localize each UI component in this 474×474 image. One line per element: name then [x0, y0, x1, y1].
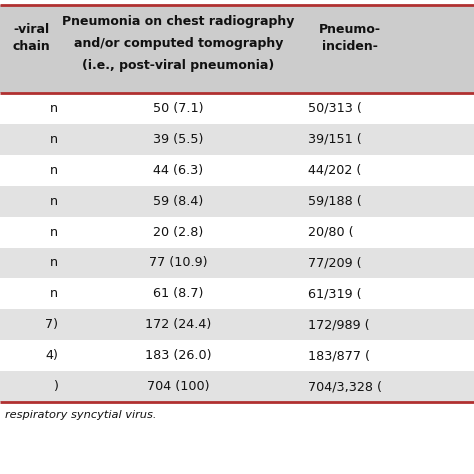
Text: -viral: -viral [13, 23, 49, 36]
Bar [0, 93, 474, 124]
Text: 77 (10.9): 77 (10.9) [149, 256, 208, 269]
Text: 50 (7.1): 50 (7.1) [153, 102, 204, 115]
Bar [0, 217, 474, 247]
Text: n: n [50, 102, 58, 115]
Text: 50/313 (: 50/313 ( [308, 102, 362, 115]
Text: inciden-: inciden- [322, 40, 378, 53]
Text: 172 (24.4): 172 (24.4) [146, 318, 211, 331]
Text: ): ) [53, 380, 58, 393]
Bar [0, 155, 474, 186]
Bar [0, 124, 474, 155]
Text: 44 (6.3): 44 (6.3) [154, 164, 203, 177]
Bar [0, 340, 474, 371]
Text: 44/202 (: 44/202 ( [308, 164, 361, 177]
Text: respiratory syncytial virus.: respiratory syncytial virus. [5, 410, 156, 420]
Text: 4): 4) [45, 349, 58, 362]
Text: 59 (8.4): 59 (8.4) [154, 195, 204, 208]
Text: 704/3,328 (: 704/3,328 ( [308, 380, 382, 393]
Text: 172/989 (: 172/989 ( [308, 318, 370, 331]
Bar [0, 278, 474, 310]
Text: 39/151 (: 39/151 ( [308, 133, 362, 146]
Text: 39 (5.5): 39 (5.5) [153, 133, 204, 146]
Text: (i.e., post-viral pneumonia): (i.e., post-viral pneumonia) [82, 59, 274, 72]
Text: 183/877 (: 183/877 ( [308, 349, 370, 362]
Text: Pneumo-: Pneumo- [319, 23, 381, 36]
Text: 20 (2.8): 20 (2.8) [154, 226, 204, 238]
Text: n: n [50, 195, 58, 208]
Text: 59/188 (: 59/188 ( [308, 195, 362, 208]
Bar [0, 247, 474, 278]
Text: n: n [50, 256, 58, 269]
Bar [0, 310, 474, 340]
Bar [0, 186, 474, 217]
Text: 7): 7) [45, 318, 58, 331]
Text: 77/209 (: 77/209 ( [308, 256, 362, 269]
Text: chain: chain [12, 40, 50, 53]
Text: and/or computed tomography: and/or computed tomography [74, 37, 283, 50]
Text: n: n [50, 164, 58, 177]
Text: Pneumonia on chest radiography: Pneumonia on chest radiography [62, 15, 295, 28]
Bar [0, 371, 474, 402]
Text: 183 (26.0): 183 (26.0) [145, 349, 212, 362]
Text: 61 (8.7): 61 (8.7) [153, 287, 204, 301]
Text: 20/80 (: 20/80 ( [308, 226, 354, 238]
Text: n: n [50, 133, 58, 146]
Text: 61/319 (: 61/319 ( [308, 287, 362, 301]
Bar [0, 5, 474, 93]
Text: 704 (100): 704 (100) [147, 380, 210, 393]
Text: n: n [50, 287, 58, 301]
Text: n: n [50, 226, 58, 238]
